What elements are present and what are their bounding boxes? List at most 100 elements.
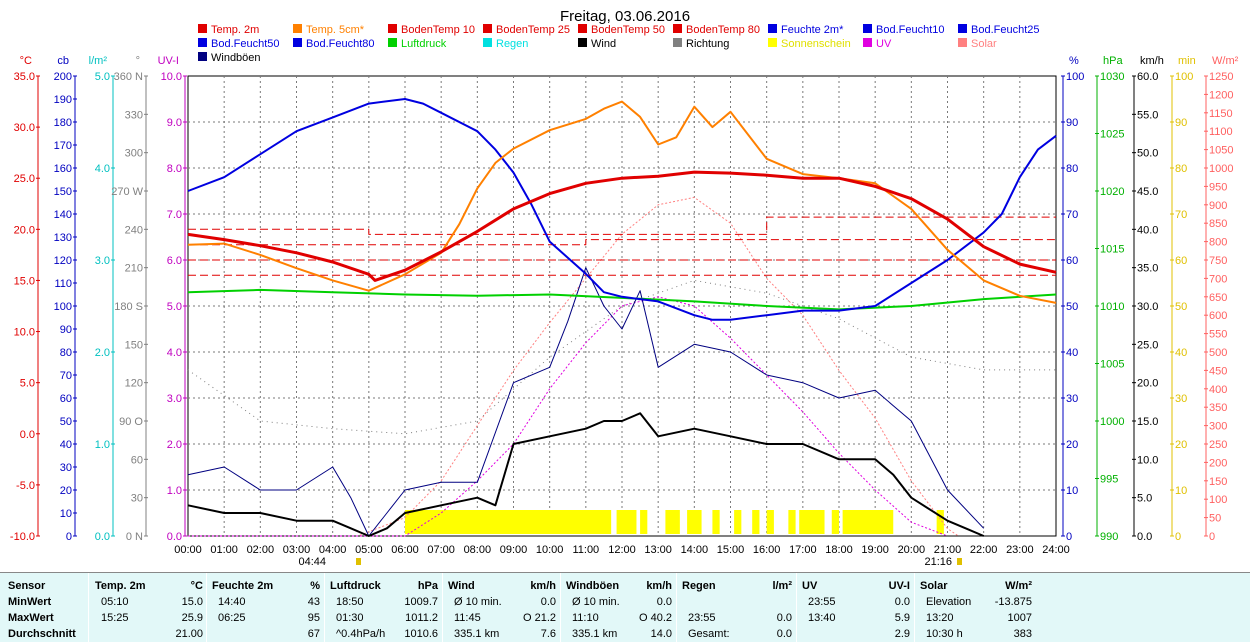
- axis-tick-w-m: 100: [1209, 494, 1227, 506]
- axis-tick-hpa: 1010: [1100, 301, 1124, 313]
- table-cell-value: 2.9: [802, 628, 910, 640]
- axis-tick-cb: 170: [54, 140, 72, 152]
- sunshine-block: [687, 510, 701, 534]
- axis-tick-cb: 200: [54, 71, 72, 83]
- axis-tick-: 40: [1066, 347, 1078, 359]
- axis-tick-c: 10.0: [14, 327, 35, 339]
- legend-swatch-wind: [578, 38, 587, 47]
- x-tick-label: 03:00: [283, 544, 311, 556]
- axis-tick-hpa: 1005: [1100, 359, 1124, 371]
- axis-tick-l-m: 3.0: [95, 255, 110, 267]
- axis-tick-: 50: [1066, 301, 1078, 313]
- axis-tick-w-m: 550: [1209, 329, 1227, 341]
- x-tick-label: 04:00: [319, 544, 347, 556]
- legend-label-wind: Wind: [591, 38, 616, 50]
- axis-tick-cb: 90: [60, 324, 72, 336]
- axis-tick-min: 20: [1175, 439, 1187, 451]
- table-cell-value: 0.0: [448, 596, 556, 608]
- axis-tick-: 300: [125, 148, 143, 160]
- axis-tick-l-m: 4.0: [95, 163, 110, 175]
- axis-tick-w-m: 50: [1209, 513, 1221, 525]
- table-divider: [88, 573, 89, 642]
- axis-tick-w-m: 350: [1209, 402, 1227, 414]
- axis-tick-uv-i: 6.0: [167, 255, 182, 267]
- axis-tick-uv-i: 3.0: [167, 393, 182, 405]
- table-cell-value: 0.0: [682, 628, 792, 640]
- legend-label-bodentemp-25: BodenTemp 25: [496, 24, 570, 36]
- axis-tick-l-m: 1.0: [95, 439, 110, 451]
- axis-tick-cb: 30: [60, 462, 72, 474]
- legend-label-temp-5cm: Temp. 5cm*: [306, 24, 365, 36]
- axis-tick-km-h: 35.0: [1137, 263, 1158, 275]
- x-tick-label: 11:00: [572, 544, 599, 556]
- x-tick-label: 01:00: [210, 544, 238, 556]
- axis-tick-w-m: 650: [1209, 292, 1227, 304]
- axis-tick-: 100: [1066, 71, 1084, 83]
- axis-tick-: 80: [1066, 163, 1078, 175]
- axis-unit-w-m: W/m²: [1212, 55, 1239, 67]
- sunshine-block: [665, 510, 679, 534]
- axis-tick-km-h: 30.0: [1137, 301, 1158, 313]
- table-cell-value: 43: [212, 596, 320, 608]
- legend-label-bod-feucht50: Bod.Feucht50: [211, 38, 280, 50]
- legend-swatch-bod-feucht25: [958, 24, 967, 33]
- table-group-unit: UV-I: [802, 580, 910, 592]
- axis-tick-c: 0.0: [20, 429, 35, 441]
- table-cell-value: 67: [212, 628, 320, 640]
- axis-tick-min: 70: [1175, 209, 1187, 221]
- axis-tick-w-m: 200: [1209, 457, 1227, 469]
- x-tick-label: 22:00: [970, 544, 998, 556]
- axis-tick-c: 15.0: [14, 275, 35, 287]
- sunshine-block: [405, 510, 611, 534]
- axis-tick-: 0: [1066, 531, 1072, 543]
- legend-swatch-sonnenschein: [768, 38, 777, 47]
- axis-tick-cb: 20: [60, 485, 72, 497]
- legend-label-uv: UV: [876, 38, 892, 50]
- axis-tick-uv-i: 8.0: [167, 163, 182, 175]
- table-divider: [676, 573, 677, 642]
- table-cell-value: 1007: [920, 612, 1032, 624]
- legend-swatch-richtung: [673, 38, 682, 47]
- table-group-unit: l/m²: [682, 580, 792, 592]
- axis-unit-hpa: hPa: [1103, 55, 1123, 67]
- axis-tick-c: 5.0: [20, 378, 35, 390]
- legend-label-feuchte-2m: Feuchte 2m*: [781, 24, 844, 36]
- table-group-unit: hPa: [330, 580, 438, 592]
- axis-tick-: 70: [1066, 209, 1078, 221]
- axis-tick-: 180 S: [114, 301, 143, 313]
- axis-tick-l-m: 2.0: [95, 347, 110, 359]
- axis-tick-w-m: 750: [1209, 255, 1227, 267]
- table-row-label: MinWert: [8, 596, 51, 608]
- axis-tick-w-m: 950: [1209, 181, 1227, 193]
- x-tick-label: 12:00: [608, 544, 636, 556]
- axis-tick-km-h: 20.0: [1137, 378, 1158, 390]
- axis-tick-cb: 40: [60, 439, 72, 451]
- chart-title: Freitag, 03.06.2016: [560, 8, 690, 25]
- axis-tick-cb: 70: [60, 370, 72, 382]
- legend-swatch-solar: [958, 38, 967, 47]
- legend-swatch-feuchte-2m: [768, 24, 777, 33]
- legend-label-bodentemp-80: BodenTemp 80: [686, 24, 760, 36]
- x-tick-label: 09:00: [500, 544, 528, 556]
- axis-tick-cb: 50: [60, 416, 72, 428]
- table-divider: [914, 573, 915, 642]
- sunshine-block: [767, 510, 774, 534]
- axis-tick-cb: 190: [54, 94, 72, 106]
- axis-tick-min: 100: [1175, 71, 1193, 83]
- table-cell-value: 21.00: [95, 628, 203, 640]
- axis-tick-km-h: 10.0: [1137, 454, 1158, 466]
- table-group-unit: km/h: [566, 580, 672, 592]
- sunshine-block: [617, 510, 637, 534]
- axis-tick-uv-i: 0.0: [167, 531, 182, 543]
- plot-area: [188, 76, 1056, 536]
- table-cell-value: 15.0: [95, 596, 203, 608]
- axis-tick-km-h: 5.0: [1137, 493, 1152, 505]
- axis-tick-cb: 130: [54, 232, 72, 244]
- table-cell-value: 1009.7: [330, 596, 438, 608]
- axis-tick-: 150: [125, 339, 143, 351]
- table-cell-value: O 40.2: [566, 612, 672, 624]
- axis-tick-w-m: 150: [1209, 476, 1227, 488]
- axis-tick-: 330: [125, 109, 143, 121]
